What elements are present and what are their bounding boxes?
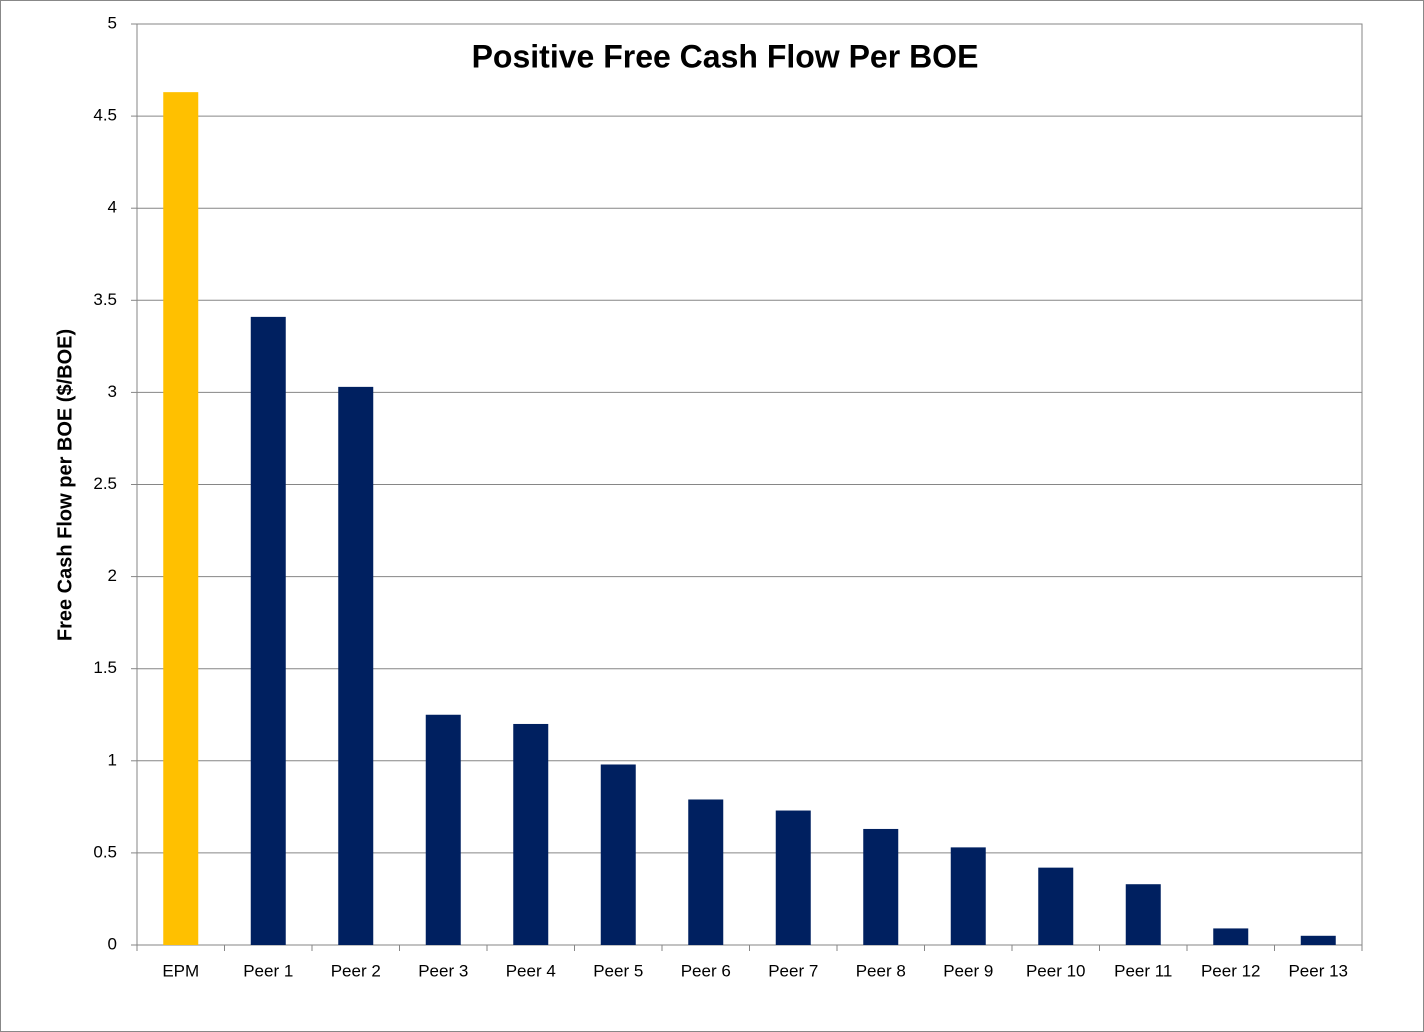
bar [425, 714, 461, 945]
y-tick-label: 3.5 [93, 290, 117, 309]
y-tick-label: 4 [108, 198, 117, 217]
x-tick-label: Peer 12 [1201, 961, 1261, 980]
bar [688, 799, 724, 945]
bar [1038, 867, 1074, 945]
x-tick-label: Peer 13 [1288, 961, 1348, 980]
x-tick-label: Peer 1 [243, 961, 293, 980]
bar [863, 828, 899, 945]
bar [338, 386, 374, 945]
x-tick-label: Peer 6 [681, 961, 731, 980]
y-tick-label: 0.5 [93, 842, 117, 861]
x-tick-label: Peer 11 [1114, 961, 1172, 980]
y-tick-label: 1 [108, 750, 117, 769]
x-tick-label: Peer 7 [768, 961, 818, 980]
y-tick-label: 5 [108, 13, 117, 32]
bar [950, 847, 986, 945]
x-tick-label: Peer 8 [856, 961, 906, 980]
bar [1125, 884, 1161, 945]
y-tick-label: 2 [108, 566, 117, 585]
y-tick-label: 0 [108, 934, 117, 953]
y-tick-label: 3 [108, 382, 117, 401]
chart-title: Positive Free Cash Flow Per BOE [472, 38, 979, 74]
y-axis-label: Free Cash Flow per BOE ($/BOE) [54, 329, 76, 641]
bar [775, 810, 811, 945]
x-tick-label: Peer 2 [331, 961, 381, 980]
x-tick-label: Peer 5 [593, 961, 643, 980]
x-tick-label: Peer 9 [943, 961, 993, 980]
y-tick-label: 1.5 [93, 658, 117, 677]
x-tick-label: Peer 10 [1026, 961, 1086, 980]
x-tick-label: EPM [162, 961, 199, 980]
bar [1300, 935, 1336, 945]
bar [513, 723, 549, 945]
bar [600, 764, 636, 945]
x-tick-label: Peer 4 [506, 961, 556, 980]
y-tick-label: 2.5 [93, 474, 117, 493]
x-tick-label: Peer 3 [418, 961, 468, 980]
bar [1213, 928, 1249, 945]
y-tick-label: 4.5 [93, 106, 117, 125]
bar [250, 316, 286, 945]
bar [163, 92, 199, 946]
